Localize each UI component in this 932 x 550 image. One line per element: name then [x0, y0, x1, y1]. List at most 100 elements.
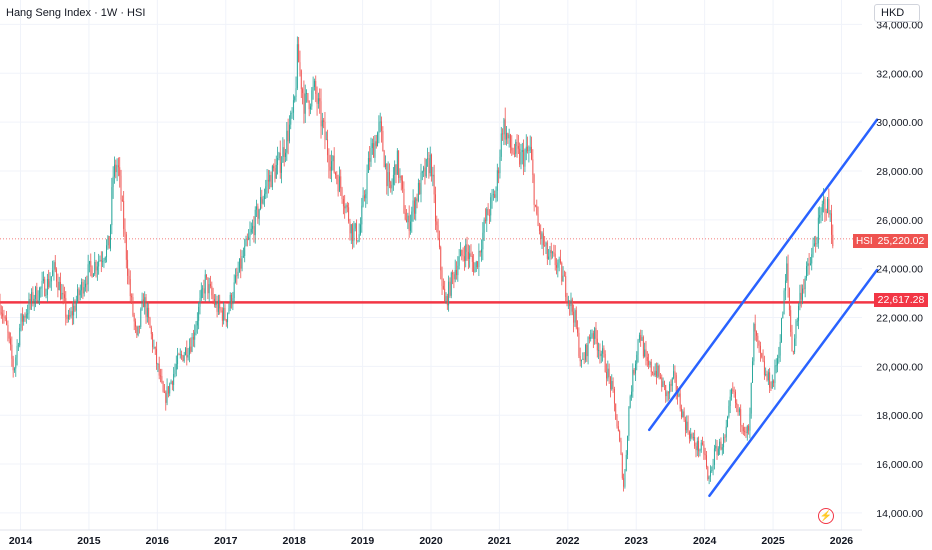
candle-body [369, 158, 371, 162]
candle-body [482, 232, 484, 250]
symbol-price-tag: HSI [853, 234, 876, 248]
channel-trend-line[interactable] [647, 118, 879, 432]
candle-body [269, 175, 271, 182]
candle-body [257, 206, 259, 219]
candle-body [690, 433, 692, 439]
candle-body [703, 444, 705, 454]
candle-body [323, 120, 325, 122]
candle-body [407, 215, 409, 223]
candle-body [119, 167, 121, 176]
candle-body [224, 307, 226, 320]
candle-body [599, 349, 601, 357]
candle-body [166, 386, 168, 403]
candle-body [683, 411, 685, 420]
candle-body [659, 377, 661, 379]
candle-body [649, 361, 651, 365]
candle-body [719, 441, 721, 449]
candle-body [738, 409, 740, 413]
candle-body [195, 325, 197, 333]
candle-body [746, 426, 748, 434]
candle-body [14, 368, 15, 371]
candle-body [346, 205, 348, 208]
candle-body [499, 156, 501, 174]
candle-body [688, 432, 690, 439]
candle-body [31, 292, 33, 303]
candle-body [475, 261, 477, 268]
candle-body [824, 198, 826, 212]
candle-body [698, 441, 700, 452]
candle-body [125, 234, 127, 260]
candle-body [429, 154, 431, 174]
candle-body [757, 335, 759, 341]
candle-body [600, 353, 602, 357]
candle-body [411, 211, 413, 222]
candle-body [613, 388, 615, 404]
last-price-label: 25,220.02 [874, 234, 928, 248]
candle-body [50, 276, 52, 282]
candle-body [296, 44, 298, 89]
candle-body [398, 150, 400, 178]
candle-body [582, 358, 584, 360]
candle-body [340, 176, 342, 189]
candle-body [632, 369, 634, 392]
candle-body [157, 363, 159, 365]
candle-body [653, 372, 655, 376]
candle-body [365, 194, 367, 199]
candle-body [135, 321, 136, 327]
channel-trend-line[interactable] [708, 268, 879, 498]
candle-body [216, 301, 218, 312]
candle-body [161, 376, 163, 383]
candle-body [335, 172, 336, 175]
candle-body [470, 253, 472, 256]
candle-body [445, 296, 447, 303]
candle-body [371, 143, 373, 149]
price-channel[interactable] [647, 118, 879, 498]
candle-body [244, 246, 246, 256]
candle-body [633, 369, 635, 374]
candle-body [179, 354, 181, 355]
candle-body [596, 338, 598, 351]
candle-body [387, 172, 389, 187]
y-tick-label: 24,000.00 [876, 264, 923, 276]
candle-body [412, 200, 414, 212]
candle-body [327, 139, 329, 156]
candle-body [588, 337, 590, 339]
candle-body [524, 152, 526, 167]
candle-body [799, 292, 801, 306]
candle-body [356, 223, 357, 241]
lightning-icon[interactable]: ⚡ [818, 508, 834, 524]
candle-body [541, 233, 543, 239]
candle-body [352, 224, 354, 242]
candle-body [700, 442, 702, 451]
candle-body [552, 252, 554, 254]
price-axis[interactable]: 14,000.00 16,000.00 18,000.00 20,000.00 22,0… [876, 19, 923, 519]
candle-body [765, 374, 767, 375]
candle-body [336, 174, 338, 180]
candle-body [591, 333, 593, 338]
candle-body [831, 213, 832, 235]
candle-body [167, 386, 169, 394]
candle-body [507, 132, 509, 139]
candle-body [107, 235, 109, 246]
candle-body [742, 427, 744, 432]
candle-body [274, 168, 276, 179]
candle-body [66, 316, 68, 320]
candle-body [295, 88, 297, 98]
candle-body [78, 289, 80, 296]
currency-selector[interactable]: HKD [874, 4, 920, 22]
candle-body [187, 354, 189, 358]
candle-body [200, 289, 202, 299]
candle-body [410, 221, 411, 231]
candle-body [533, 174, 535, 205]
candle-body [442, 285, 444, 289]
candle-body [812, 246, 814, 255]
candle-body [3, 316, 5, 318]
candle-body [79, 290, 81, 296]
candle-body [174, 369, 176, 375]
time-axis[interactable]: 2014 2015 2016 2017 2018 2019 2020 2021 2022 2023… [9, 535, 853, 547]
candle-body [625, 454, 627, 471]
candle-body [471, 255, 473, 262]
candle-body [338, 176, 340, 192]
candle-body [39, 288, 40, 301]
